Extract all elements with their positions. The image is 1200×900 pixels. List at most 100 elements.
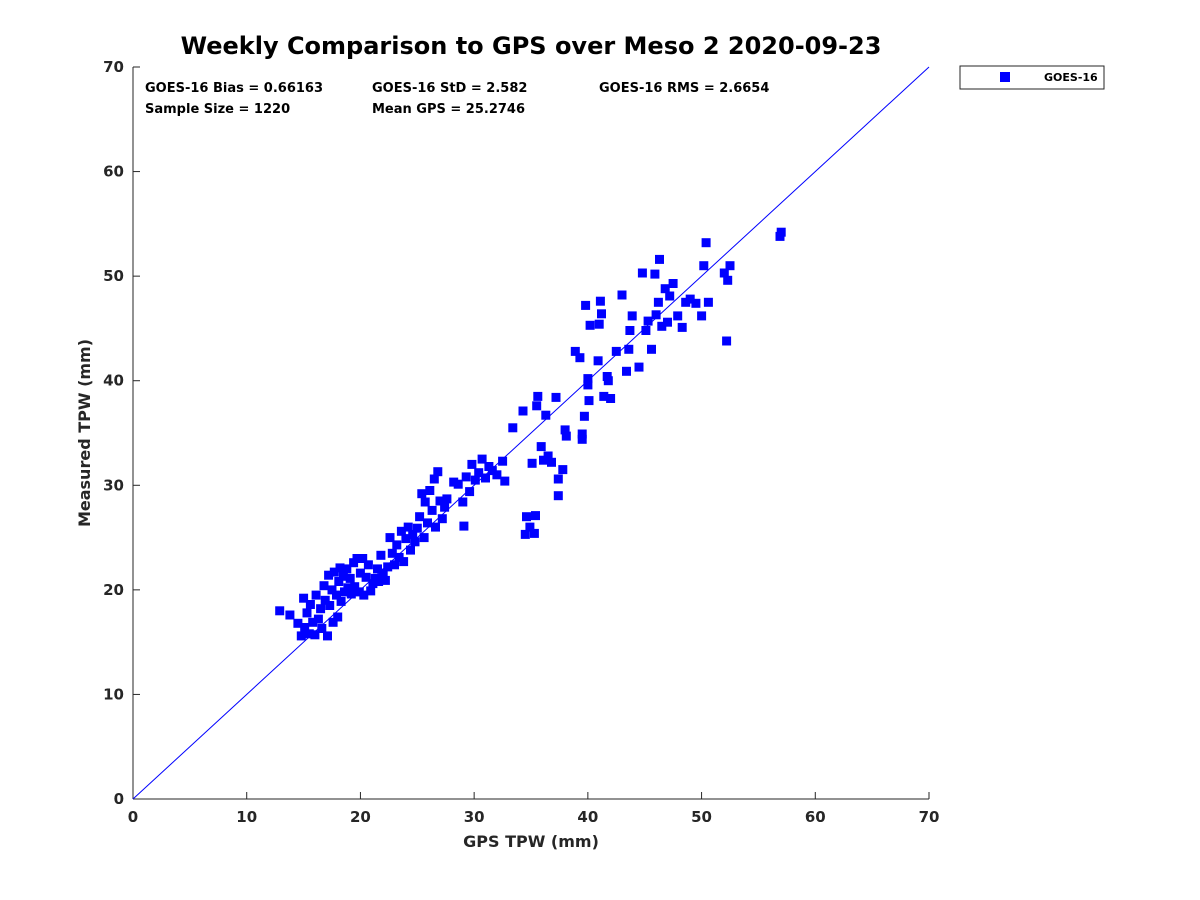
data-point — [584, 396, 594, 406]
x-axis-ticks: 0 10 20 30 40 50 60 70 — [128, 792, 939, 826]
data-point — [329, 567, 339, 577]
data-point — [412, 523, 422, 533]
data-point — [361, 572, 371, 582]
y-tick-label: 70 — [103, 58, 124, 76]
data-point — [722, 336, 732, 346]
data-point — [300, 623, 310, 632]
data-point — [327, 585, 337, 595]
data-point — [650, 269, 660, 279]
data-point — [403, 522, 413, 532]
y-tick-label: 30 — [103, 476, 124, 494]
data-point — [606, 394, 616, 403]
data-point — [352, 554, 362, 563]
data-point — [474, 468, 484, 478]
data-point — [624, 344, 634, 354]
data-point — [492, 470, 502, 480]
data-point — [332, 590, 341, 600]
data-point — [481, 473, 490, 483]
data-point — [383, 562, 393, 572]
y-tick-label: 60 — [103, 163, 124, 181]
data-point — [701, 238, 711, 248]
data-point — [570, 346, 580, 356]
data-point — [776, 227, 786, 237]
data-point — [643, 316, 653, 326]
data-point — [334, 577, 344, 586]
data-point — [577, 429, 587, 439]
data-point — [518, 406, 528, 416]
data-point — [406, 545, 415, 555]
y-tick-label: 0 — [114, 790, 124, 808]
data-point — [387, 548, 397, 558]
data-point — [577, 434, 587, 444]
y-tick-label: 20 — [103, 581, 124, 599]
data-point — [527, 458, 537, 468]
data-point — [435, 496, 445, 506]
data-point — [660, 284, 670, 294]
data-point — [425, 486, 435, 495]
legend-label: GOES-16 — [1044, 71, 1098, 84]
data-point — [390, 560, 399, 570]
data-point — [304, 629, 314, 639]
data-point — [440, 502, 450, 512]
data-point — [380, 575, 390, 585]
data-point — [673, 311, 683, 321]
x-tick-label: 40 — [577, 808, 598, 826]
data-point — [653, 297, 663, 307]
data-point — [553, 491, 563, 501]
data-point — [665, 291, 675, 301]
data-point — [500, 476, 510, 486]
data-point — [420, 497, 430, 507]
data-point — [293, 618, 303, 628]
x-tick-label: 0 — [128, 808, 138, 826]
data-point — [423, 518, 432, 528]
data-point — [536, 442, 546, 452]
data-point — [358, 554, 368, 563]
data-point — [302, 608, 312, 618]
data-point — [310, 630, 320, 640]
data-point — [368, 579, 378, 589]
data-point — [319, 581, 329, 591]
data-point — [442, 494, 452, 504]
data-point — [429, 474, 439, 484]
data-point — [685, 294, 695, 304]
data-point — [346, 589, 356, 599]
data-point — [581, 300, 591, 310]
data-point — [373, 564, 382, 574]
data-point — [359, 590, 369, 600]
data-point — [663, 317, 672, 327]
data-point — [529, 528, 539, 538]
data-point — [622, 366, 631, 376]
data-point — [408, 529, 418, 539]
data-point — [699, 261, 709, 271]
data-point — [725, 261, 735, 271]
data-point — [317, 624, 327, 633]
data-point — [522, 512, 531, 522]
data-point — [313, 614, 323, 624]
data-point — [328, 617, 338, 627]
data-point — [458, 497, 468, 507]
data-point — [575, 353, 585, 363]
data-point — [275, 606, 285, 616]
data-point — [597, 309, 606, 319]
data-point — [419, 533, 429, 543]
data-point — [374, 577, 384, 586]
data-point — [585, 320, 595, 330]
data-point — [415, 512, 425, 522]
data-point — [355, 568, 365, 578]
data-point — [336, 596, 346, 606]
data-point — [520, 529, 530, 539]
data-point — [417, 489, 427, 499]
data-point — [323, 631, 332, 641]
data-point — [311, 590, 321, 600]
data-point — [378, 568, 388, 578]
stat-std: GOES-16 StD = 2.582 — [372, 81, 527, 96]
x-tick-label: 50 — [691, 808, 712, 826]
data-point — [461, 472, 471, 482]
data-point — [427, 505, 437, 515]
data-point — [498, 456, 508, 466]
data-point — [723, 275, 733, 285]
data-point — [668, 279, 678, 288]
data-point — [335, 563, 345, 573]
data-point — [703, 297, 713, 307]
